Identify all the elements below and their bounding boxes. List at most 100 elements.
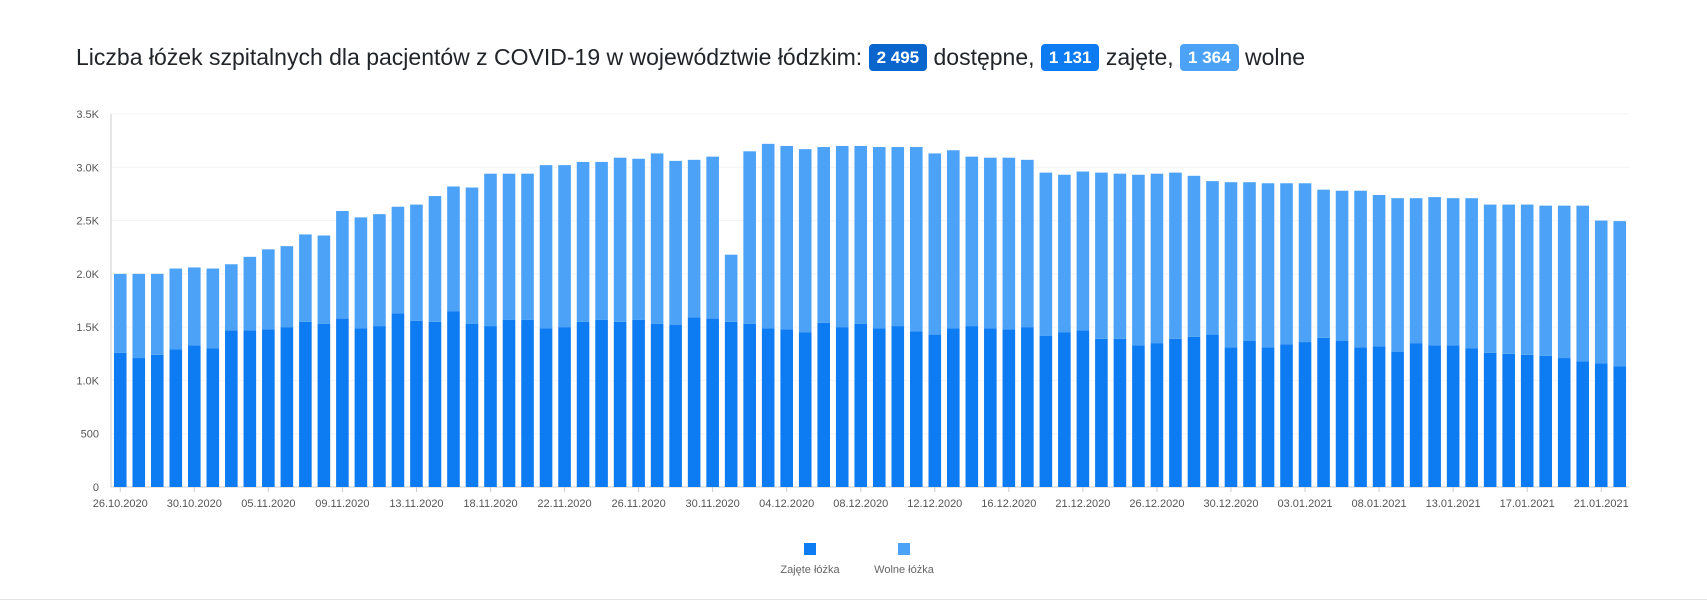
bar-free: [336, 210, 349, 319]
legend-label: Zajęte łóżka: [780, 564, 840, 576]
bar-occupied: [650, 323, 664, 487]
bar-occupied: [1613, 366, 1627, 487]
bar-free: [1520, 204, 1534, 355]
bar-free: [1594, 220, 1608, 364]
available-badge: 2 495: [868, 44, 928, 71]
bar-occupied: [188, 345, 201, 487]
bar-occupied: [1539, 355, 1552, 487]
bar-free: [1446, 198, 1460, 346]
occupied-label: zajęte,: [1105, 44, 1174, 70]
bar-free: [1039, 172, 1053, 336]
bar-occupied: [632, 319, 645, 487]
bar-free: [817, 147, 831, 323]
x-tick-label: 21.12.2020: [1055, 498, 1110, 510]
bar-occupied: [447, 311, 460, 487]
bar-free: [410, 204, 423, 321]
bar-free: [1465, 198, 1478, 349]
bar-free: [1076, 171, 1090, 331]
bar-free: [373, 214, 386, 327]
bar-occupied: [1150, 343, 1164, 487]
bar-occupied: [225, 330, 238, 487]
bar-occupied: [984, 328, 997, 487]
bar-occupied: [1002, 329, 1016, 487]
bar-free: [909, 147, 923, 332]
title-prefix: Liczba łóżek szpitalnych dla pacjentów z…: [76, 44, 863, 70]
bar-occupied: [280, 327, 294, 487]
bar-occupied: [1391, 351, 1404, 487]
bar-occupied: [336, 318, 349, 487]
bar-occupied: [891, 326, 905, 487]
bar-free: [743, 151, 756, 324]
bar-free: [1150, 173, 1164, 344]
bar-free: [1576, 205, 1590, 362]
chart-title: Liczba łóżek szpitalnych dla pacjentów z…: [76, 40, 1305, 74]
bar-free: [1243, 182, 1256, 341]
y-tick-label: 2.5K: [76, 216, 99, 228]
bar-occupied: [595, 319, 608, 487]
x-tick-label: 09.11.2020: [315, 498, 369, 510]
bar-occupied: [965, 326, 979, 487]
bar-occupied: [1224, 347, 1238, 487]
bar-free: [576, 161, 590, 322]
bar-free: [891, 147, 905, 327]
bar-free: [1354, 190, 1367, 348]
bar-free: [1539, 205, 1552, 356]
bar-occupied: [1280, 344, 1293, 487]
bar-free: [835, 145, 849, 328]
x-tick-label: 17.01.2021: [1500, 498, 1555, 510]
bar-free: [188, 267, 201, 346]
bar-free: [354, 217, 368, 329]
bar-occupied: [613, 321, 627, 487]
y-tick-label: 1.5K: [76, 322, 99, 334]
bar-free: [465, 187, 479, 324]
free-label: wolne: [1244, 44, 1306, 70]
bar-free: [1224, 182, 1238, 348]
legend-swatch: [898, 543, 910, 555]
x-tick-label: 05.11.2020: [241, 498, 295, 510]
bar-occupied: [1576, 361, 1590, 487]
bar-free: [965, 156, 979, 327]
bar-free: [262, 249, 275, 330]
bar-occupied: [1261, 347, 1275, 487]
bar-free: [650, 153, 664, 324]
bar-free: [595, 161, 608, 320]
legend-swatch: [804, 543, 816, 555]
bar-occupied: [113, 352, 127, 487]
bar-free: [1317, 189, 1330, 338]
bar-occupied: [484, 326, 497, 487]
bar-free: [780, 145, 793, 330]
x-tick-label: 22.11.2020: [537, 498, 591, 510]
bar-free: [928, 153, 942, 335]
bar-free: [632, 158, 645, 320]
x-tick-label: 26.12.2020: [1129, 498, 1184, 510]
bar-occupied: [428, 321, 442, 487]
bar-occupied: [539, 328, 553, 487]
bar-occupied: [132, 358, 146, 487]
bar-occupied: [1317, 337, 1330, 487]
bar-free: [428, 196, 442, 322]
bar-occupied: [521, 319, 534, 487]
bar-occupied: [1502, 353, 1515, 487]
x-tick-label: 12.12.2020: [907, 498, 962, 510]
bar-occupied: [391, 313, 405, 487]
bar-free: [299, 234, 312, 322]
bar-free: [558, 165, 571, 328]
bar-occupied: [780, 329, 793, 487]
bar-occupied: [502, 319, 516, 487]
x-tick-label: 30.10.2020: [167, 498, 222, 510]
bar-occupied: [1243, 340, 1256, 487]
bar-free: [613, 157, 627, 322]
bar-occupied: [1076, 330, 1090, 487]
bar-occupied: [299, 321, 312, 487]
legend-label: Wolne łóżka: [874, 564, 935, 576]
bar-free: [150, 273, 164, 355]
bar-occupied: [687, 317, 701, 487]
x-tick-label: 08.01.2021: [1352, 498, 1407, 510]
bar-occupied: [1021, 327, 1034, 487]
x-tick-label: 26.11.2020: [611, 498, 665, 510]
bar-occupied: [1557, 358, 1571, 487]
bar-free: [854, 145, 868, 324]
bar-free: [872, 147, 886, 329]
bar-free: [484, 173, 497, 327]
bar-free: [1502, 204, 1515, 354]
